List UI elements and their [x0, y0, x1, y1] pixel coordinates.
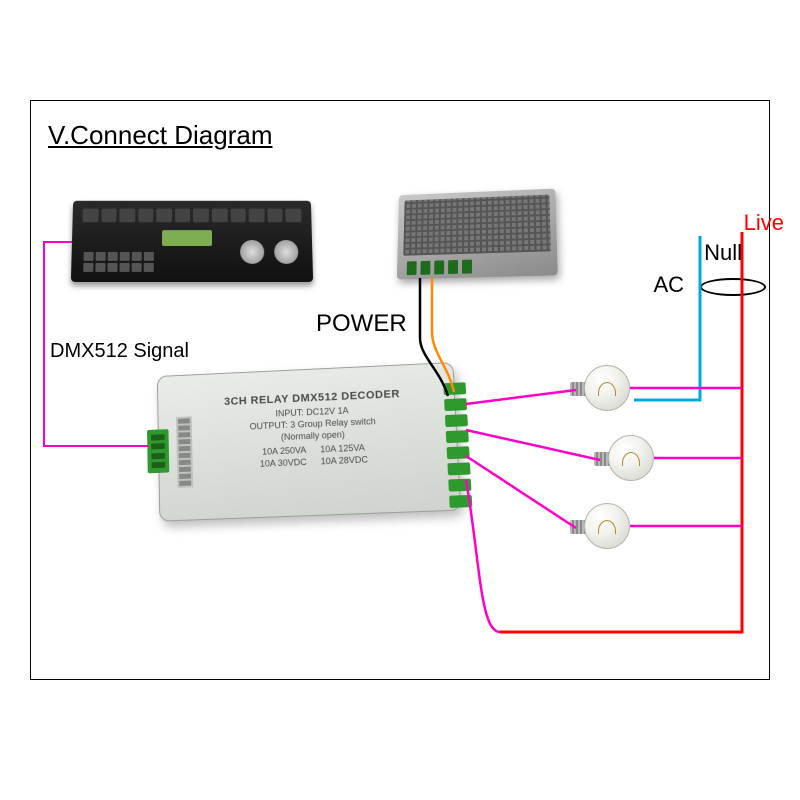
null-label: Null [704, 240, 742, 266]
power-supply [397, 189, 558, 280]
diagram-title: V.Connect Diagram [48, 120, 273, 151]
ac-label: AC [653, 272, 684, 298]
ac-ellipse-icon [700, 278, 766, 296]
load-bulb-2 [598, 430, 654, 486]
dmx-relay-decoder: 3CH RELAY DMX512 DECODER INPUT: DC12V 1A… [157, 362, 461, 522]
load-bulb-3 [574, 498, 630, 554]
decoder-dip-switches [176, 416, 193, 488]
decoder-rating: 10A 28VDC [320, 454, 368, 468]
dmx-signal-label: DMX512 Signal [50, 340, 189, 363]
live-label: Live [744, 210, 784, 236]
load-bulb-1 [574, 360, 630, 416]
decoder-rating: 10A 30VDC [260, 456, 307, 470]
decoder-input-terminals [147, 429, 169, 473]
dmx512-console [71, 201, 313, 282]
decoder-label-panel: 3CH RELAY DMX512 DECODER INPUT: DC12V 1A… [217, 387, 411, 472]
power-label: POWER [316, 310, 407, 338]
